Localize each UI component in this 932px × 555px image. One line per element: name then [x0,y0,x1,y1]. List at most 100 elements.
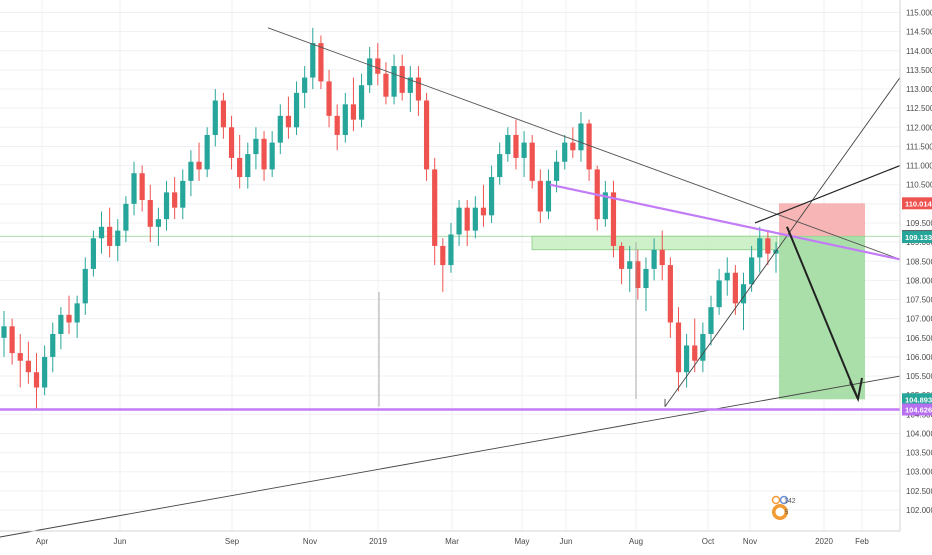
candle-body [407,77,413,93]
price-tag: 109.133 [902,231,932,244]
price-tag-label: 109.133 [905,233,932,242]
x-tick-label: Feb [855,537,869,546]
channel-lower-line [664,77,901,407]
y-tick-label: 110.500 [906,181,932,190]
candle-body [204,134,210,170]
candle-body [318,43,324,82]
candle-body [724,272,730,281]
purple-resistance-line [549,183,901,261]
time-axis[interactable]: Apr Jun Sep Nov 2019 Mar May Jun Aug Oct Nov 2020 Fe… [36,537,870,546]
candle-body [220,100,227,128]
y-tick-label: 114.000 [906,47,932,56]
y-tick-label: 106.000 [906,353,932,362]
y-tick-label: 102.000 [906,506,932,515]
tradingview-logo-icon: 142 5 [771,495,796,520]
candles-layer [1,27,779,411]
candle-body [440,245,446,266]
candle-body [285,115,292,128]
candle-body [610,192,617,246]
candle-body [537,180,543,212]
candle-body [423,100,430,170]
y-tick-label: 111.500 [906,142,932,151]
y-tick-label: 102.500 [906,487,932,496]
candle-body [456,207,462,235]
y-tick-label: 108.000 [906,276,932,285]
price-tag: 104.626 [902,403,932,416]
candle-body [659,249,665,266]
x-tick-label: Aug [629,537,643,546]
svg-text:5: 5 [785,510,789,516]
candle-body [635,261,641,289]
y-tick-label: 111.000 [906,162,932,171]
y-tick-label: 106.500 [906,334,932,343]
candle-body [196,161,202,170]
candle-body [107,226,113,246]
candle-body [692,345,698,361]
candle-body [277,115,283,143]
candle-body [383,73,389,97]
candle-body [90,238,96,269]
price-tag-label: 104.626 [905,406,932,415]
y-tick-label: 105.500 [906,372,932,381]
candle-body [139,173,145,201]
candle-body [684,345,690,373]
candle-body [505,134,511,155]
svg-text:142: 142 [784,498,796,505]
x-tick-label: Mar [445,537,459,546]
candle-body [123,203,129,231]
price-tag: 104.893 [902,393,932,406]
x-tick-label: Sep [225,537,240,546]
candle-body [98,226,105,239]
candle-body [627,261,633,269]
y-tick-label: 113.500 [906,66,932,75]
candle-body [17,353,23,361]
candle-body [749,257,755,285]
candle-body [42,356,48,388]
candle-body [163,192,170,220]
candle-body [367,58,373,86]
candle-body [545,180,552,212]
candle-body [732,272,738,304]
candle-body [740,284,747,304]
candle-body [58,314,64,334]
descending-trendline [267,27,901,260]
candle-body [25,360,31,373]
y-tick-label: 109.500 [906,219,932,228]
candle-body [310,43,316,78]
y-tick-label: 104.000 [906,429,932,438]
candle-body [115,230,121,246]
candle-body [675,322,682,373]
candle-body [188,161,194,181]
candle-body [293,92,300,128]
channel-upper-line [754,165,901,224]
drawing-lines [0,27,901,538]
candle-body [570,142,576,151]
candle-body [700,333,706,361]
candle-body [172,192,178,208]
x-tick-label: 2020 [815,537,833,546]
candle-body [432,169,438,246]
price-tag: 110.014 [902,197,932,210]
candle-body [82,268,88,304]
candle-body [757,238,763,258]
y-tick-label: 108.500 [906,257,932,266]
candle-body [342,104,348,135]
y-tick-label: 112.500 [906,104,932,113]
x-tick-label: Apr [36,537,49,546]
candle-body [578,123,584,151]
candle-body [553,161,560,181]
candle-body [765,238,771,254]
candle-body [334,115,340,135]
candle-body [708,307,714,334]
candle-body [391,66,397,97]
candle-body [50,333,56,357]
y-tick-label: 103.500 [906,449,932,458]
candle-body [212,100,218,135]
x-tick-label: Nov [743,537,757,546]
candle-body [562,142,568,162]
candle-body [9,326,15,354]
y-tick-label: 107.000 [906,315,932,324]
